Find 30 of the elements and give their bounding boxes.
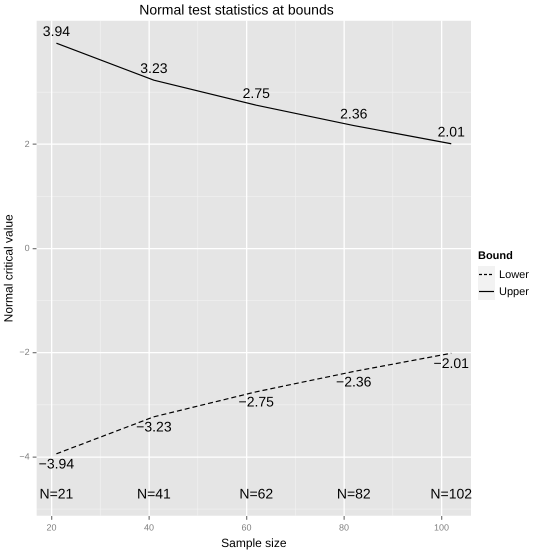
data-label: −2.01 xyxy=(434,355,470,372)
y-tick-label: −2 xyxy=(19,347,30,358)
chart-title: Normal test statistics at bounds xyxy=(139,1,334,18)
legend-label: Upper xyxy=(499,286,529,298)
x-tick-label: 100 xyxy=(434,522,450,533)
y-tick-label: 0 xyxy=(24,242,30,253)
data-label: −3.94 xyxy=(38,456,74,472)
x-tick-label: 40 xyxy=(144,522,154,533)
y-tick-label: −4 xyxy=(19,451,30,462)
x-tick-label: 80 xyxy=(339,522,350,533)
legend-label: Lower xyxy=(499,268,529,280)
annotation: N=41 xyxy=(136,486,172,502)
x-axis-title: Sample size xyxy=(221,536,287,550)
data-label: −2.36 xyxy=(336,373,372,390)
data-label: 2.01 xyxy=(438,124,466,140)
data-label: −3.23 xyxy=(136,418,172,435)
annotation: N=62 xyxy=(239,486,274,502)
y-axis-title: Normal critical value xyxy=(2,214,16,322)
data-label: 2.36 xyxy=(340,105,368,122)
data-label: −2.75 xyxy=(238,394,274,410)
y-tick-label: 2 xyxy=(24,138,30,149)
data-label: 2.75 xyxy=(242,85,270,102)
x-tick-label: 20 xyxy=(46,522,57,533)
annotation: N=102 xyxy=(430,486,472,502)
legend-title: Bound xyxy=(478,250,514,262)
annotation: N=21 xyxy=(39,486,74,502)
annotation: N=82 xyxy=(336,486,371,502)
x-tick-label: 60 xyxy=(242,522,252,533)
data-label: 3.23 xyxy=(140,60,168,76)
data-label: 3.94 xyxy=(42,23,70,40)
